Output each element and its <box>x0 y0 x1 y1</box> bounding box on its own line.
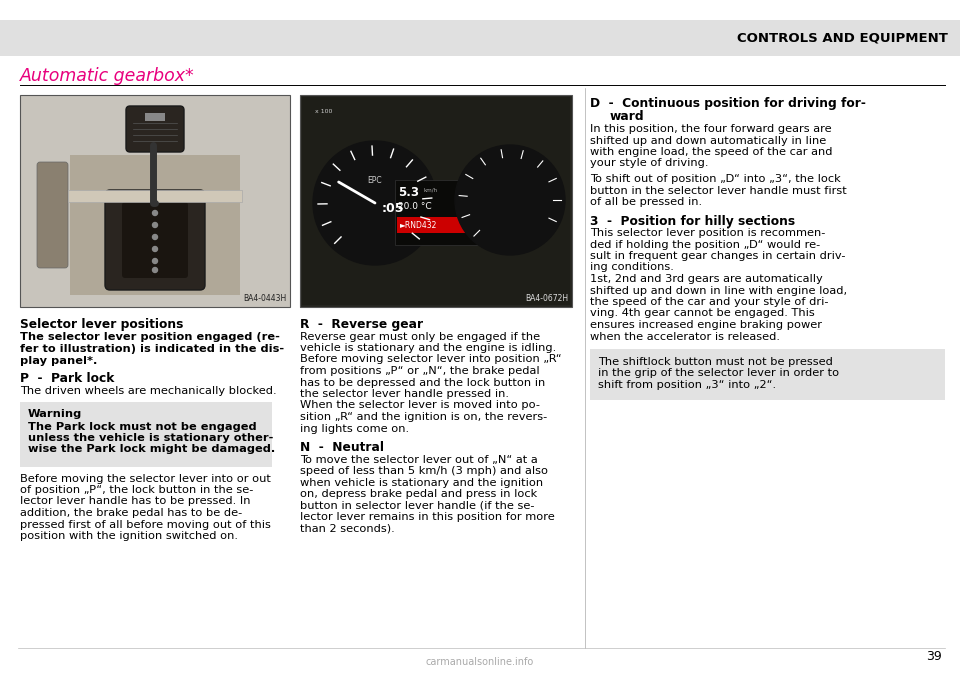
Text: The Park lock must not be engaged: The Park lock must not be engaged <box>28 421 256 431</box>
Text: Before moving selector lever into position „R“: Before moving selector lever into positi… <box>300 355 562 365</box>
FancyBboxPatch shape <box>126 106 184 152</box>
Text: To shift out of position „D“ into „3“, the lock: To shift out of position „D“ into „3“, t… <box>590 174 841 184</box>
Text: play panel*.: play panel*. <box>20 355 97 365</box>
Text: The selector lever position engaged (re-: The selector lever position engaged (re- <box>20 332 280 343</box>
Text: ving. 4th gear cannot be engaged. This: ving. 4th gear cannot be engaged. This <box>590 308 815 318</box>
Text: ensures increased engine braking power: ensures increased engine braking power <box>590 320 822 330</box>
Circle shape <box>153 258 157 264</box>
Bar <box>68 190 242 202</box>
Text: when the accelerator is released.: when the accelerator is released. <box>590 332 780 341</box>
Text: from positions „P“ or „N“, the brake pedal: from positions „P“ or „N“, the brake ped… <box>300 366 540 376</box>
Text: ward: ward <box>610 110 644 122</box>
Text: the speed of the car and your style of dri-: the speed of the car and your style of d… <box>590 297 828 307</box>
Text: button in selector lever handle (if the se-: button in selector lever handle (if the … <box>300 501 535 511</box>
Text: speed of less than 5 km/h (3 mph) and also: speed of less than 5 km/h (3 mph) and al… <box>300 466 548 476</box>
FancyBboxPatch shape <box>37 162 68 268</box>
Text: ►RND432: ►RND432 <box>400 221 438 229</box>
Text: of all be pressed in.: of all be pressed in. <box>590 197 702 207</box>
Text: vehicle is stationary and the engine is idling.: vehicle is stationary and the engine is … <box>300 343 556 353</box>
Text: addition, the brake pedal has to be de-: addition, the brake pedal has to be de- <box>20 508 242 518</box>
Text: N  -  Neutral: N - Neutral <box>300 441 384 454</box>
Bar <box>20 95 290 307</box>
Text: of position „P“, the lock button in the se-: of position „P“, the lock button in the … <box>20 485 253 495</box>
Text: sult in frequent gear changes in certain driv-: sult in frequent gear changes in certain… <box>590 251 846 261</box>
Bar <box>590 349 945 400</box>
Text: than 2 seconds).: than 2 seconds). <box>300 524 395 534</box>
Text: In this position, the four forward gears are: In this position, the four forward gears… <box>590 124 831 134</box>
Text: shift from position „3“ into „2“.: shift from position „3“ into „2“. <box>598 380 776 390</box>
Text: 39: 39 <box>926 649 942 662</box>
Text: 3  -  Position for hilly sections: 3 - Position for hilly sections <box>590 215 795 227</box>
Text: carmanualsonline.info: carmanualsonline.info <box>426 657 534 667</box>
Text: BA4-0443H: BA4-0443H <box>243 294 286 303</box>
Text: the selector lever handle pressed in.: the selector lever handle pressed in. <box>300 389 509 399</box>
Text: The shiftlock button must not be pressed: The shiftlock button must not be pressed <box>598 357 833 367</box>
Text: shifted up and down in line with engine load,: shifted up and down in line with engine … <box>590 285 847 295</box>
Text: with engine load, the speed of the car and: with engine load, the speed of the car a… <box>590 147 832 157</box>
Text: lector lever handle has to be pressed. In: lector lever handle has to be pressed. I… <box>20 497 251 507</box>
Bar <box>0 20 960 56</box>
Text: km/h: km/h <box>423 188 437 193</box>
Text: shifted up and down automatically in line: shifted up and down automatically in lin… <box>590 135 827 145</box>
Text: lector lever remains in this position for more: lector lever remains in this position fo… <box>300 512 555 522</box>
Text: :05: :05 <box>382 201 404 215</box>
Text: unless the vehicle is stationary other-: unless the vehicle is stationary other- <box>28 433 274 443</box>
Text: sition „R“ and the ignition is on, the revers-: sition „R“ and the ignition is on, the r… <box>300 412 547 422</box>
Text: Warning: Warning <box>28 409 83 419</box>
Circle shape <box>313 141 437 265</box>
Text: when vehicle is stationary and the ignition: when vehicle is stationary and the ignit… <box>300 478 543 487</box>
Text: position with the ignition switched on.: position with the ignition switched on. <box>20 531 238 541</box>
Bar <box>20 402 272 466</box>
Circle shape <box>153 234 157 240</box>
Text: button in the selector lever handle must first: button in the selector lever handle must… <box>590 186 847 195</box>
Text: pressed first of all before moving out of this: pressed first of all before moving out o… <box>20 520 271 530</box>
Bar <box>145 113 165 121</box>
Text: ing lights come on.: ing lights come on. <box>300 423 409 433</box>
Text: in the grip of the selector lever in order to: in the grip of the selector lever in ord… <box>598 369 839 378</box>
Text: The driven wheels are mechanically blocked.: The driven wheels are mechanically block… <box>20 386 276 396</box>
Bar <box>302 97 570 305</box>
Text: wise the Park lock might be damaged.: wise the Park lock might be damaged. <box>28 444 276 454</box>
FancyBboxPatch shape <box>105 190 205 290</box>
FancyBboxPatch shape <box>122 202 188 278</box>
Text: on, depress brake pedal and press in lock: on, depress brake pedal and press in loc… <box>300 489 538 499</box>
Bar <box>395 180 483 245</box>
Text: has to be depressed and the lock button in: has to be depressed and the lock button … <box>300 378 545 388</box>
Text: your style of driving.: your style of driving. <box>590 159 708 168</box>
Text: BA4-0672H: BA4-0672H <box>525 294 568 303</box>
Text: 1st, 2nd and 3rd gears are automatically: 1st, 2nd and 3rd gears are automatically <box>590 274 823 284</box>
Text: To move the selector lever out of „N“ at a: To move the selector lever out of „N“ at… <box>300 454 538 464</box>
Text: Reverse gear must only be engaged if the: Reverse gear must only be engaged if the <box>300 332 540 341</box>
Text: ing conditions.: ing conditions. <box>590 262 674 273</box>
Text: Automatic gearbox*: Automatic gearbox* <box>20 67 195 85</box>
Text: CONTROLS AND EQUIPMENT: CONTROLS AND EQUIPMENT <box>737 32 948 44</box>
Text: When the selector lever is moved into po-: When the selector lever is moved into po… <box>300 400 540 411</box>
Text: 20.0 °C: 20.0 °C <box>398 202 432 211</box>
Text: EPC: EPC <box>368 176 382 185</box>
Text: fer to illustration) is indicated in the dis-: fer to illustration) is indicated in the… <box>20 344 284 354</box>
Circle shape <box>153 211 157 215</box>
Text: R  -  Reverse gear: R - Reverse gear <box>300 318 423 331</box>
Text: P  -  Park lock: P - Park lock <box>20 372 114 385</box>
Text: ded if holding the position „D“ would re-: ded if holding the position „D“ would re… <box>590 240 820 250</box>
Circle shape <box>455 145 565 255</box>
Text: D  -  Continuous position for driving for-: D - Continuous position for driving for- <box>590 97 866 110</box>
Bar <box>70 155 240 295</box>
Circle shape <box>153 267 157 273</box>
Text: 5.3: 5.3 <box>398 186 419 199</box>
Circle shape <box>153 246 157 252</box>
Bar <box>300 95 572 307</box>
Circle shape <box>153 223 157 227</box>
Text: x 100: x 100 <box>315 109 332 114</box>
Bar <box>397 217 479 233</box>
Text: This selector lever position is recommen-: This selector lever position is recommen… <box>590 228 826 238</box>
Text: Selector lever positions: Selector lever positions <box>20 318 183 331</box>
Text: Before moving the selector lever into or out: Before moving the selector lever into or… <box>20 474 271 483</box>
